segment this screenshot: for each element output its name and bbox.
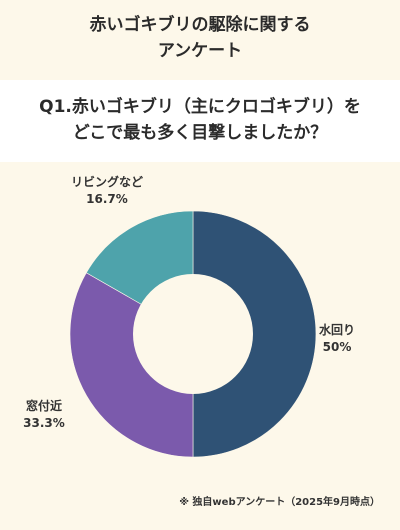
slice-water: [192, 210, 317, 458]
label-window-value: 33.3%: [23, 416, 65, 430]
question-text: Q1.赤いゴキブリ（主にクロゴキブリ）を どこで最も多く目撃しましたか？: [0, 94, 400, 146]
label-water-name: 水回り: [318, 323, 355, 337]
label-water: 水回り 50%: [312, 322, 362, 356]
label-living-value: 16.7%: [86, 192, 128, 206]
footnote: ※ 独自webアンケート（2025年9月時点）: [179, 497, 380, 508]
label-living-name: リビングなど: [70, 175, 143, 189]
question-line-2: どこで最も多く目撃しましたか？: [72, 123, 328, 143]
title-line-1: 赤いゴキブリの駆除に関する: [89, 15, 311, 35]
label-living: リビングなど 16.7%: [62, 174, 152, 208]
question-line-1: Q1.赤いゴキブリ（主にクロゴキブリ）を: [39, 97, 361, 117]
label-window: 窓付近 33.3%: [14, 398, 74, 432]
label-water-value: 50%: [322, 340, 352, 354]
question-band: [0, 80, 400, 162]
donut-hole: [133, 274, 253, 394]
title: 赤いゴキブリの駆除に関する アンケート: [0, 12, 400, 64]
title-line-2: アンケート: [157, 41, 243, 61]
label-window-name: 窓付近: [25, 399, 62, 413]
